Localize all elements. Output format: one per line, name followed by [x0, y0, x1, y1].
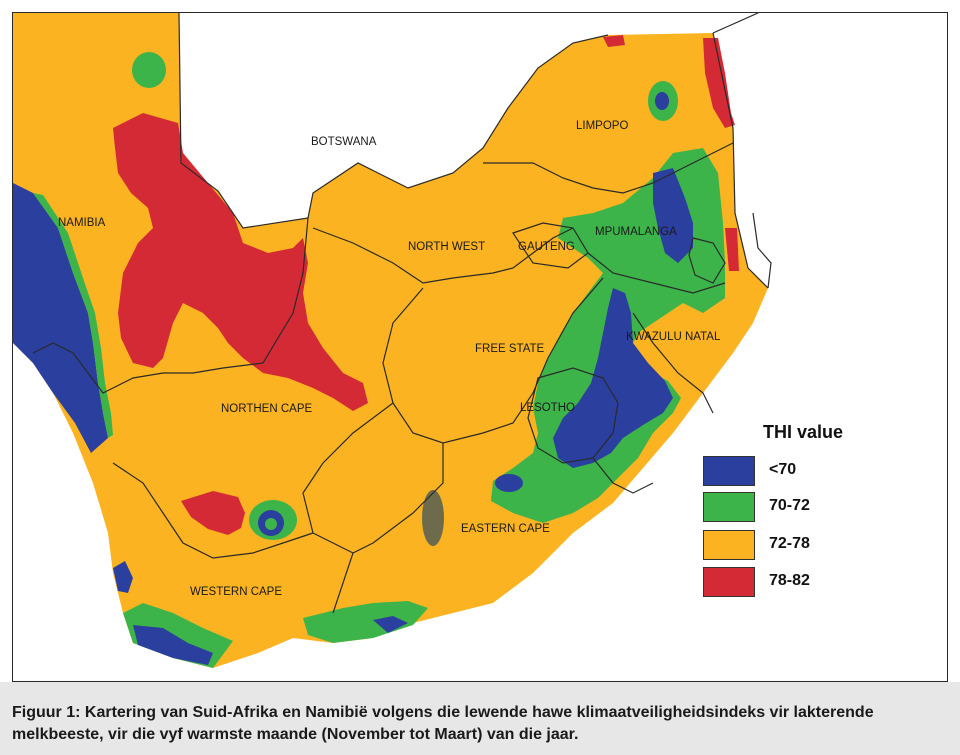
label-limpopo: LIMPOPO [576, 120, 629, 132]
label-eastern-cape: EASTERN CAPE [461, 523, 550, 535]
thi-legend: THI value <70 70-72 72-78 78-82 [703, 408, 893, 608]
lowveld-south-78-82 [725, 228, 739, 271]
western-cape-border [112, 462, 314, 559]
legend-item: 70-72 [703, 492, 893, 524]
lesotho-border [527, 367, 619, 464]
garden-route-70-72 [303, 601, 428, 643]
label-lesotho: LESOTHO [520, 402, 575, 414]
mpumalanga-border [587, 252, 726, 294]
label-western-cape: WESTERN CAPE [190, 586, 283, 598]
north-west-border [312, 227, 574, 284]
label-north-west: NORTH WEST [408, 241, 486, 253]
label-free-state: FREE STATE [475, 343, 545, 355]
legend-item: 72-78 [703, 530, 893, 562]
legend-swatch-78-82 [703, 567, 755, 597]
map-frame: NAMIBIA BOTSWANA LIMPOPO NORTH WEST GAUT… [12, 12, 948, 682]
legend-swatch-72-78 [703, 530, 755, 560]
namibia-coast-below70 [13, 183, 108, 453]
eastern-cape-gray-patch [422, 490, 444, 546]
garden-route-below70 [373, 616, 408, 633]
legend-item: <70 [703, 456, 893, 488]
borders [32, 13, 772, 614]
label-botswana: BOTSWANA [311, 136, 377, 148]
legend-label: <70 [769, 461, 797, 478]
namibia-sa-border [32, 217, 309, 394]
legend-swatch-below70 [703, 456, 755, 486]
legend-swatch-70-72 [703, 492, 755, 522]
mozambique-border [712, 32, 769, 289]
botswana-sa-border [307, 34, 609, 219]
mozambique-coast [752, 212, 772, 289]
free-state-border [382, 277, 604, 444]
lowveld-78-82 [703, 38, 735, 128]
south-coast-below70 [133, 625, 213, 665]
label-gauteng: GAUTENG [518, 241, 575, 253]
zimbabwe-border [712, 13, 759, 34]
namibia-north-70-72 [132, 52, 166, 88]
caption-bar: Figuur 1: Kartering van Suid-Afrika en N… [0, 682, 960, 755]
thi-map [13, 13, 772, 668]
lesotho-highlands-below70 [553, 288, 673, 468]
eastern-cape-below70 [495, 474, 523, 492]
legend-label: 78-82 [769, 572, 810, 589]
western-cape-78-82 [181, 491, 245, 535]
kzn-ec-border [592, 457, 654, 494]
label-northern-cape: NORTHEN CAPE [221, 403, 313, 415]
label-mpumalanga: MPUMALANGA [595, 226, 677, 238]
legend-label: 70-72 [769, 497, 810, 514]
limpopo-below70 [655, 92, 669, 110]
figure-caption: Figuur 1: Kartering van Suid-Afrika en N… [12, 704, 874, 743]
limpopo-border [483, 142, 734, 194]
northern-cape-border [302, 402, 394, 554]
west-coast-below70 [113, 561, 133, 593]
kalahari-78-82 [113, 113, 368, 411]
namibia-coast-70-72 [33, 193, 113, 438]
namibia-botswana-border [178, 13, 309, 229]
limpopo-north-78-82 [603, 35, 625, 47]
eastern-cape-border [332, 443, 444, 614]
legend-title: THI value [763, 422, 844, 442]
western-cape-ring-center [265, 518, 277, 530]
legend-label: 72-78 [769, 535, 810, 552]
legend-item: 78-82 [703, 567, 893, 599]
label-namibia: NAMIBIA [58, 217, 106, 229]
drakensberg-below70 [653, 168, 693, 263]
swaziland-border [688, 237, 726, 284]
label-kwazulu-natal: KWAZULU NATAL [626, 331, 721, 343]
kzn-border [632, 312, 714, 414]
